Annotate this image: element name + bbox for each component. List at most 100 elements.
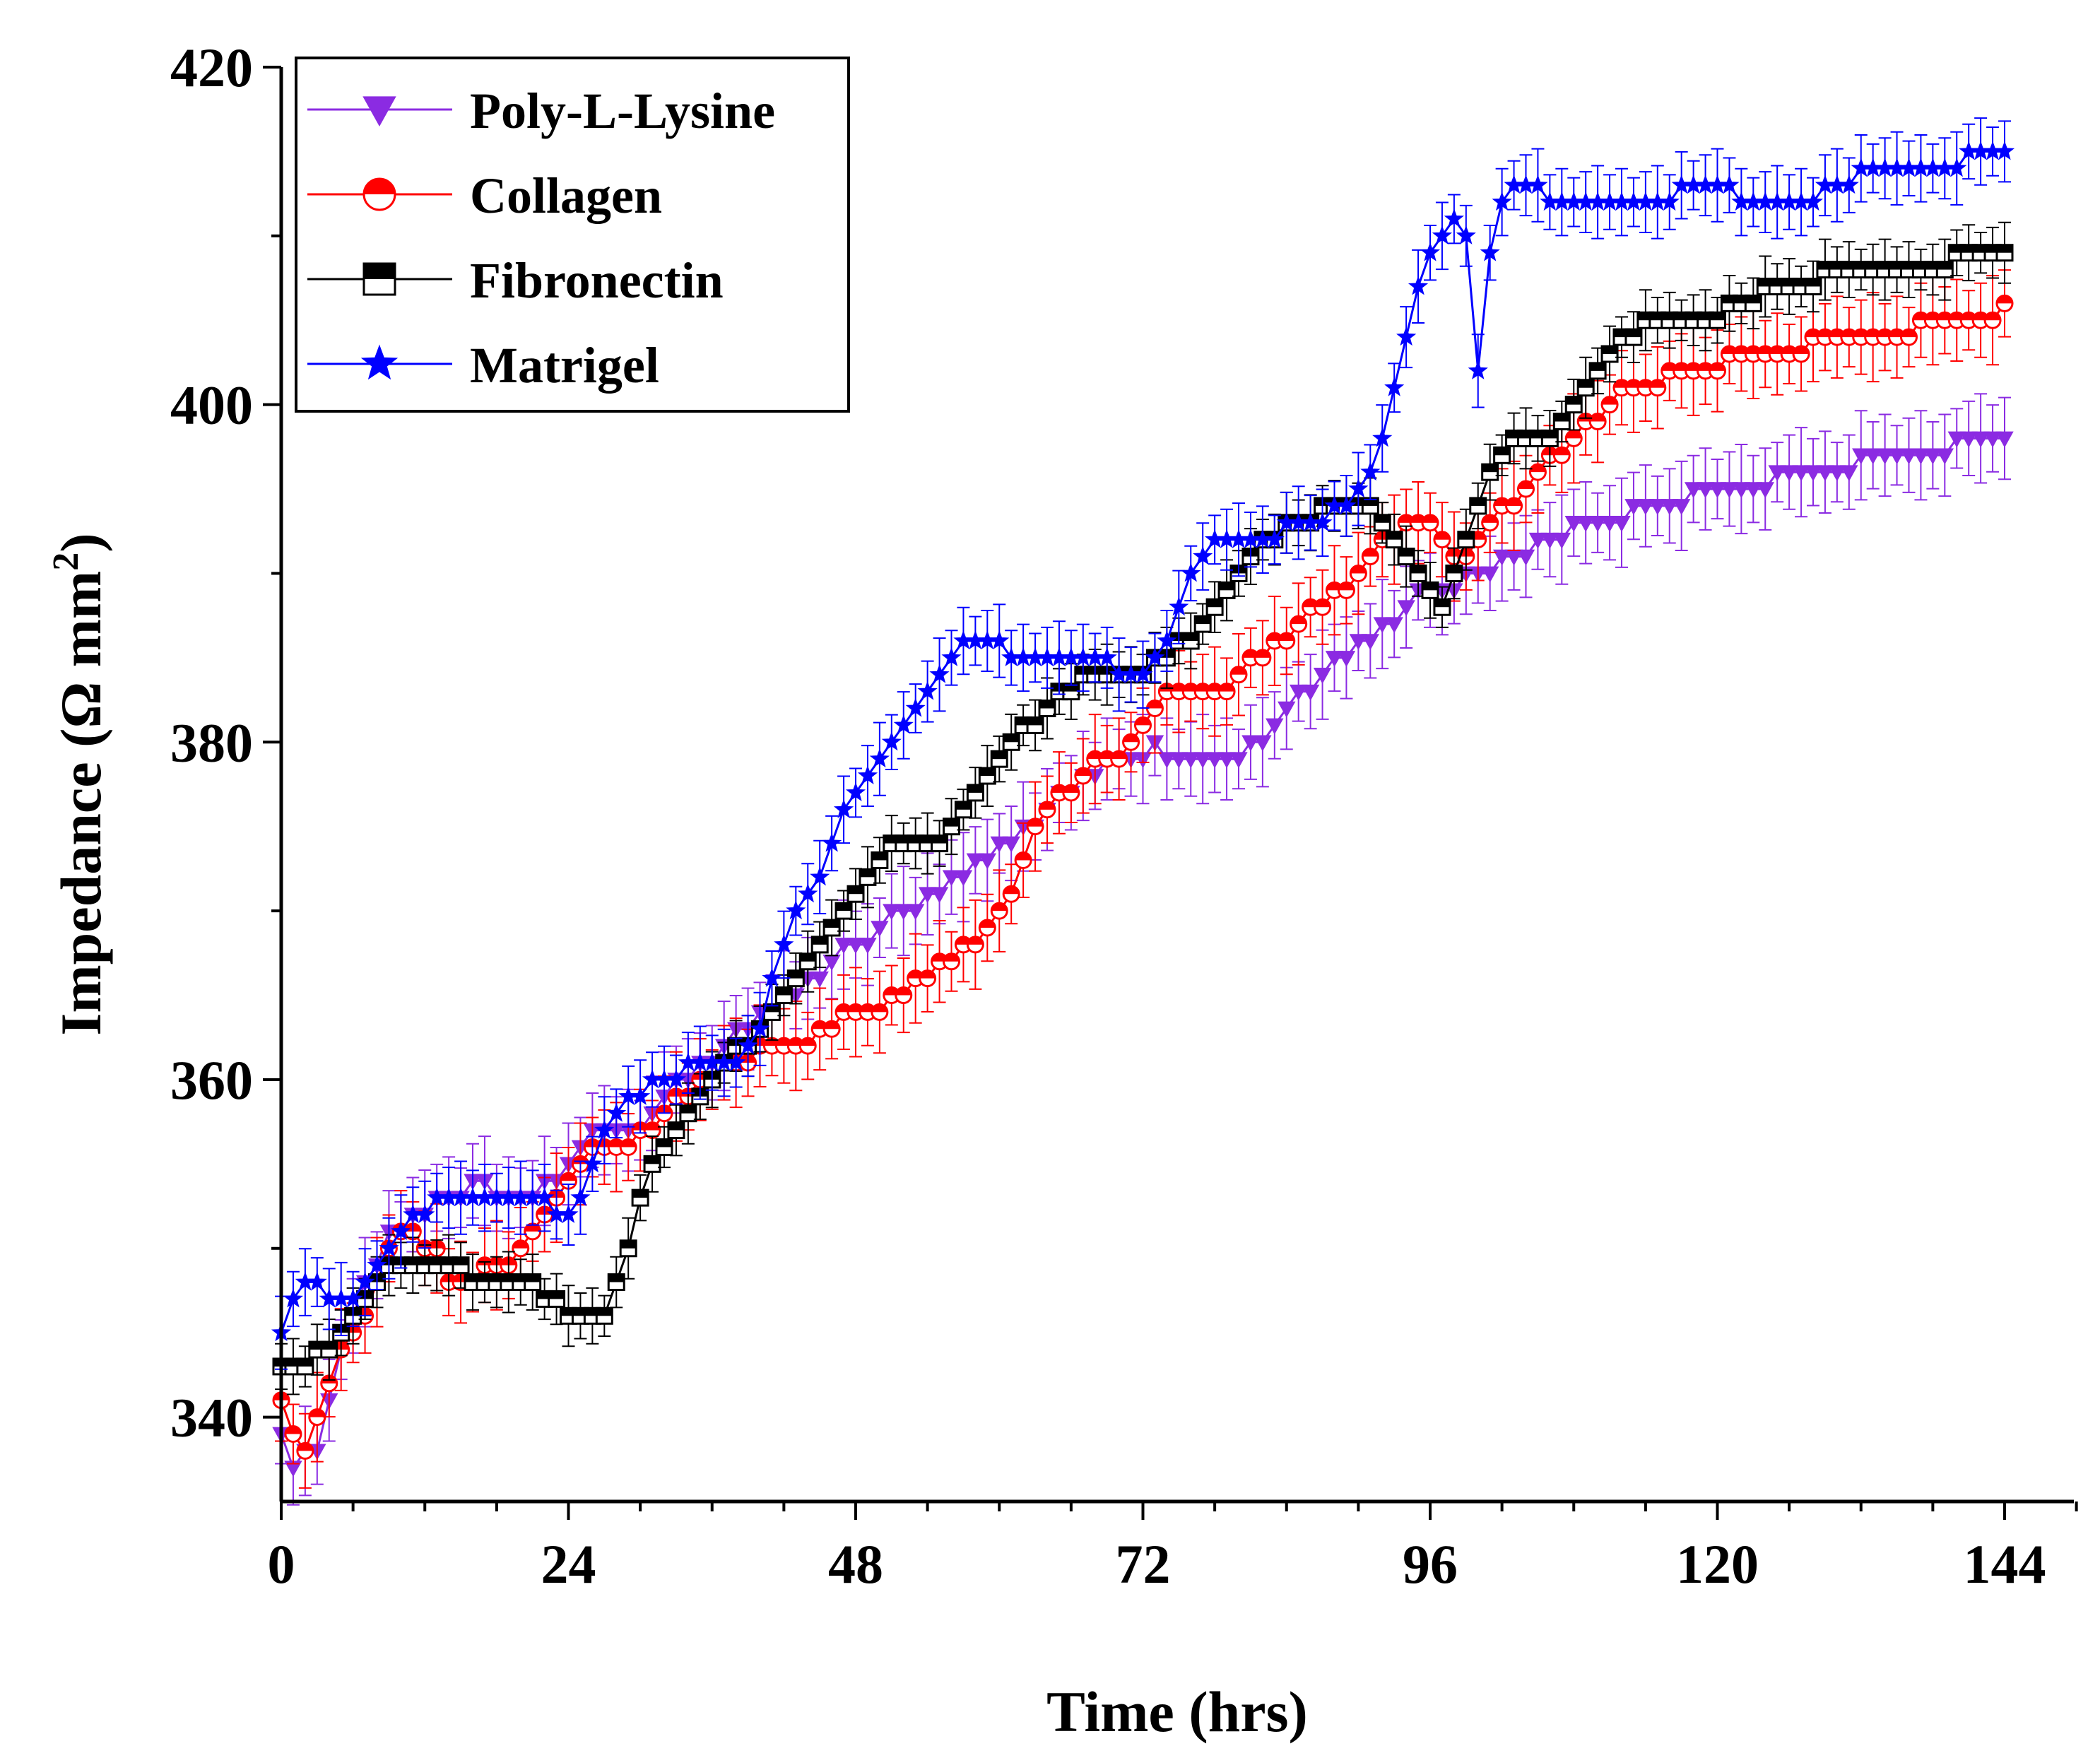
data-point bbox=[1181, 632, 1200, 650]
x-tick-label: 120 bbox=[1676, 1533, 1759, 1595]
data-point bbox=[595, 1306, 613, 1325]
data-point bbox=[1289, 684, 1308, 701]
data-point bbox=[1372, 427, 1393, 447]
data-point bbox=[1145, 700, 1164, 718]
data-point bbox=[1421, 581, 1439, 599]
data-point bbox=[655, 1138, 673, 1156]
data-point bbox=[1361, 497, 1379, 515]
data-point bbox=[1097, 647, 1117, 666]
data-point bbox=[1816, 465, 1834, 482]
legend-marker bbox=[362, 262, 396, 296]
data-point bbox=[1959, 431, 1978, 448]
data-point bbox=[1002, 836, 1020, 853]
data-point bbox=[1314, 598, 1332, 616]
data-point bbox=[558, 1204, 579, 1223]
data-point bbox=[1445, 564, 1463, 582]
legend: Poly-L-Lysine Collagen Fibronectin Matrigel bbox=[295, 57, 850, 413]
data-point bbox=[1564, 396, 1583, 414]
data-point bbox=[834, 902, 853, 920]
data-point bbox=[1278, 632, 1296, 650]
data-point bbox=[1266, 718, 1284, 735]
data-point bbox=[1935, 261, 1954, 279]
data-point bbox=[834, 938, 853, 954]
data-point bbox=[630, 1086, 651, 1105]
data-point bbox=[1612, 516, 1631, 532]
data-point bbox=[1732, 482, 1751, 499]
data-point bbox=[679, 1104, 697, 1123]
data-point bbox=[1552, 532, 1571, 549]
data-point bbox=[1983, 431, 2002, 448]
data-point bbox=[954, 870, 973, 887]
data-point bbox=[954, 801, 972, 819]
data-point bbox=[941, 647, 962, 666]
data-point bbox=[1469, 497, 1487, 515]
data-point bbox=[1684, 482, 1703, 499]
data-point bbox=[943, 952, 960, 971]
data-point bbox=[893, 714, 914, 734]
legend-label: Collagen bbox=[470, 167, 662, 224]
data-point bbox=[1744, 482, 1763, 499]
data-point bbox=[1397, 600, 1415, 617]
data-point bbox=[283, 1288, 304, 1308]
data-point bbox=[1325, 651, 1344, 667]
data-point bbox=[1193, 615, 1212, 633]
data-point bbox=[857, 765, 878, 785]
legend-marker bbox=[362, 96, 396, 127]
data-point bbox=[822, 954, 841, 971]
data-point bbox=[631, 1188, 649, 1207]
data-point bbox=[1480, 566, 1499, 583]
data-point bbox=[1002, 885, 1020, 903]
data-point bbox=[1133, 663, 1153, 683]
data-point bbox=[978, 767, 996, 785]
data-point bbox=[1804, 465, 1822, 482]
data-point bbox=[966, 853, 985, 870]
data-point bbox=[1540, 429, 1559, 447]
plot-area bbox=[271, 117, 2015, 1506]
data-point bbox=[1444, 208, 1464, 228]
data-point bbox=[1875, 448, 1894, 465]
data-point bbox=[1337, 651, 1356, 667]
data-point bbox=[1266, 632, 1284, 650]
data-point bbox=[1074, 767, 1092, 785]
data-point bbox=[1420, 242, 1441, 261]
data-point bbox=[1816, 328, 1834, 346]
data-point bbox=[895, 986, 913, 1005]
data-point bbox=[1636, 499, 1655, 516]
data-point bbox=[619, 1138, 637, 1156]
legend-item: Matrigel bbox=[307, 337, 659, 394]
data-point bbox=[906, 904, 925, 921]
data-point bbox=[1396, 326, 1417, 346]
data-point bbox=[1349, 634, 1368, 651]
data-point bbox=[1768, 465, 1786, 482]
data-point bbox=[1253, 735, 1272, 752]
data-point bbox=[1971, 431, 1990, 448]
y-axis-label-main: Impedance (Ω mm bbox=[49, 571, 113, 1036]
data-point bbox=[966, 784, 984, 802]
x-tick-label: 48 bbox=[828, 1533, 883, 1595]
data-point bbox=[1648, 379, 1667, 397]
data-point bbox=[1708, 482, 1727, 499]
data-point bbox=[1193, 545, 1213, 565]
data-point bbox=[1983, 311, 2002, 329]
data-point bbox=[606, 1102, 627, 1122]
data-point bbox=[367, 1254, 387, 1274]
series-collagen bbox=[272, 269, 2014, 1489]
data-point bbox=[582, 1153, 603, 1173]
data-point bbox=[391, 1221, 411, 1240]
data-point bbox=[284, 1424, 302, 1443]
series-poly-l-lysine bbox=[272, 393, 2014, 1506]
data-point bbox=[1492, 191, 1512, 211]
data-point bbox=[1792, 345, 1810, 363]
data-point bbox=[1337, 581, 1355, 599]
data-point bbox=[452, 1256, 470, 1275]
data-point bbox=[594, 1119, 615, 1139]
data-point bbox=[1995, 244, 2014, 262]
x-tick-label: 72 bbox=[1116, 1533, 1171, 1595]
data-point bbox=[1468, 360, 1488, 379]
data-point bbox=[1397, 548, 1415, 566]
data-point bbox=[619, 1239, 637, 1258]
data-point bbox=[1696, 482, 1715, 499]
data-point bbox=[1528, 175, 1548, 194]
data-point bbox=[1660, 499, 1679, 516]
data-point bbox=[750, 1018, 770, 1038]
